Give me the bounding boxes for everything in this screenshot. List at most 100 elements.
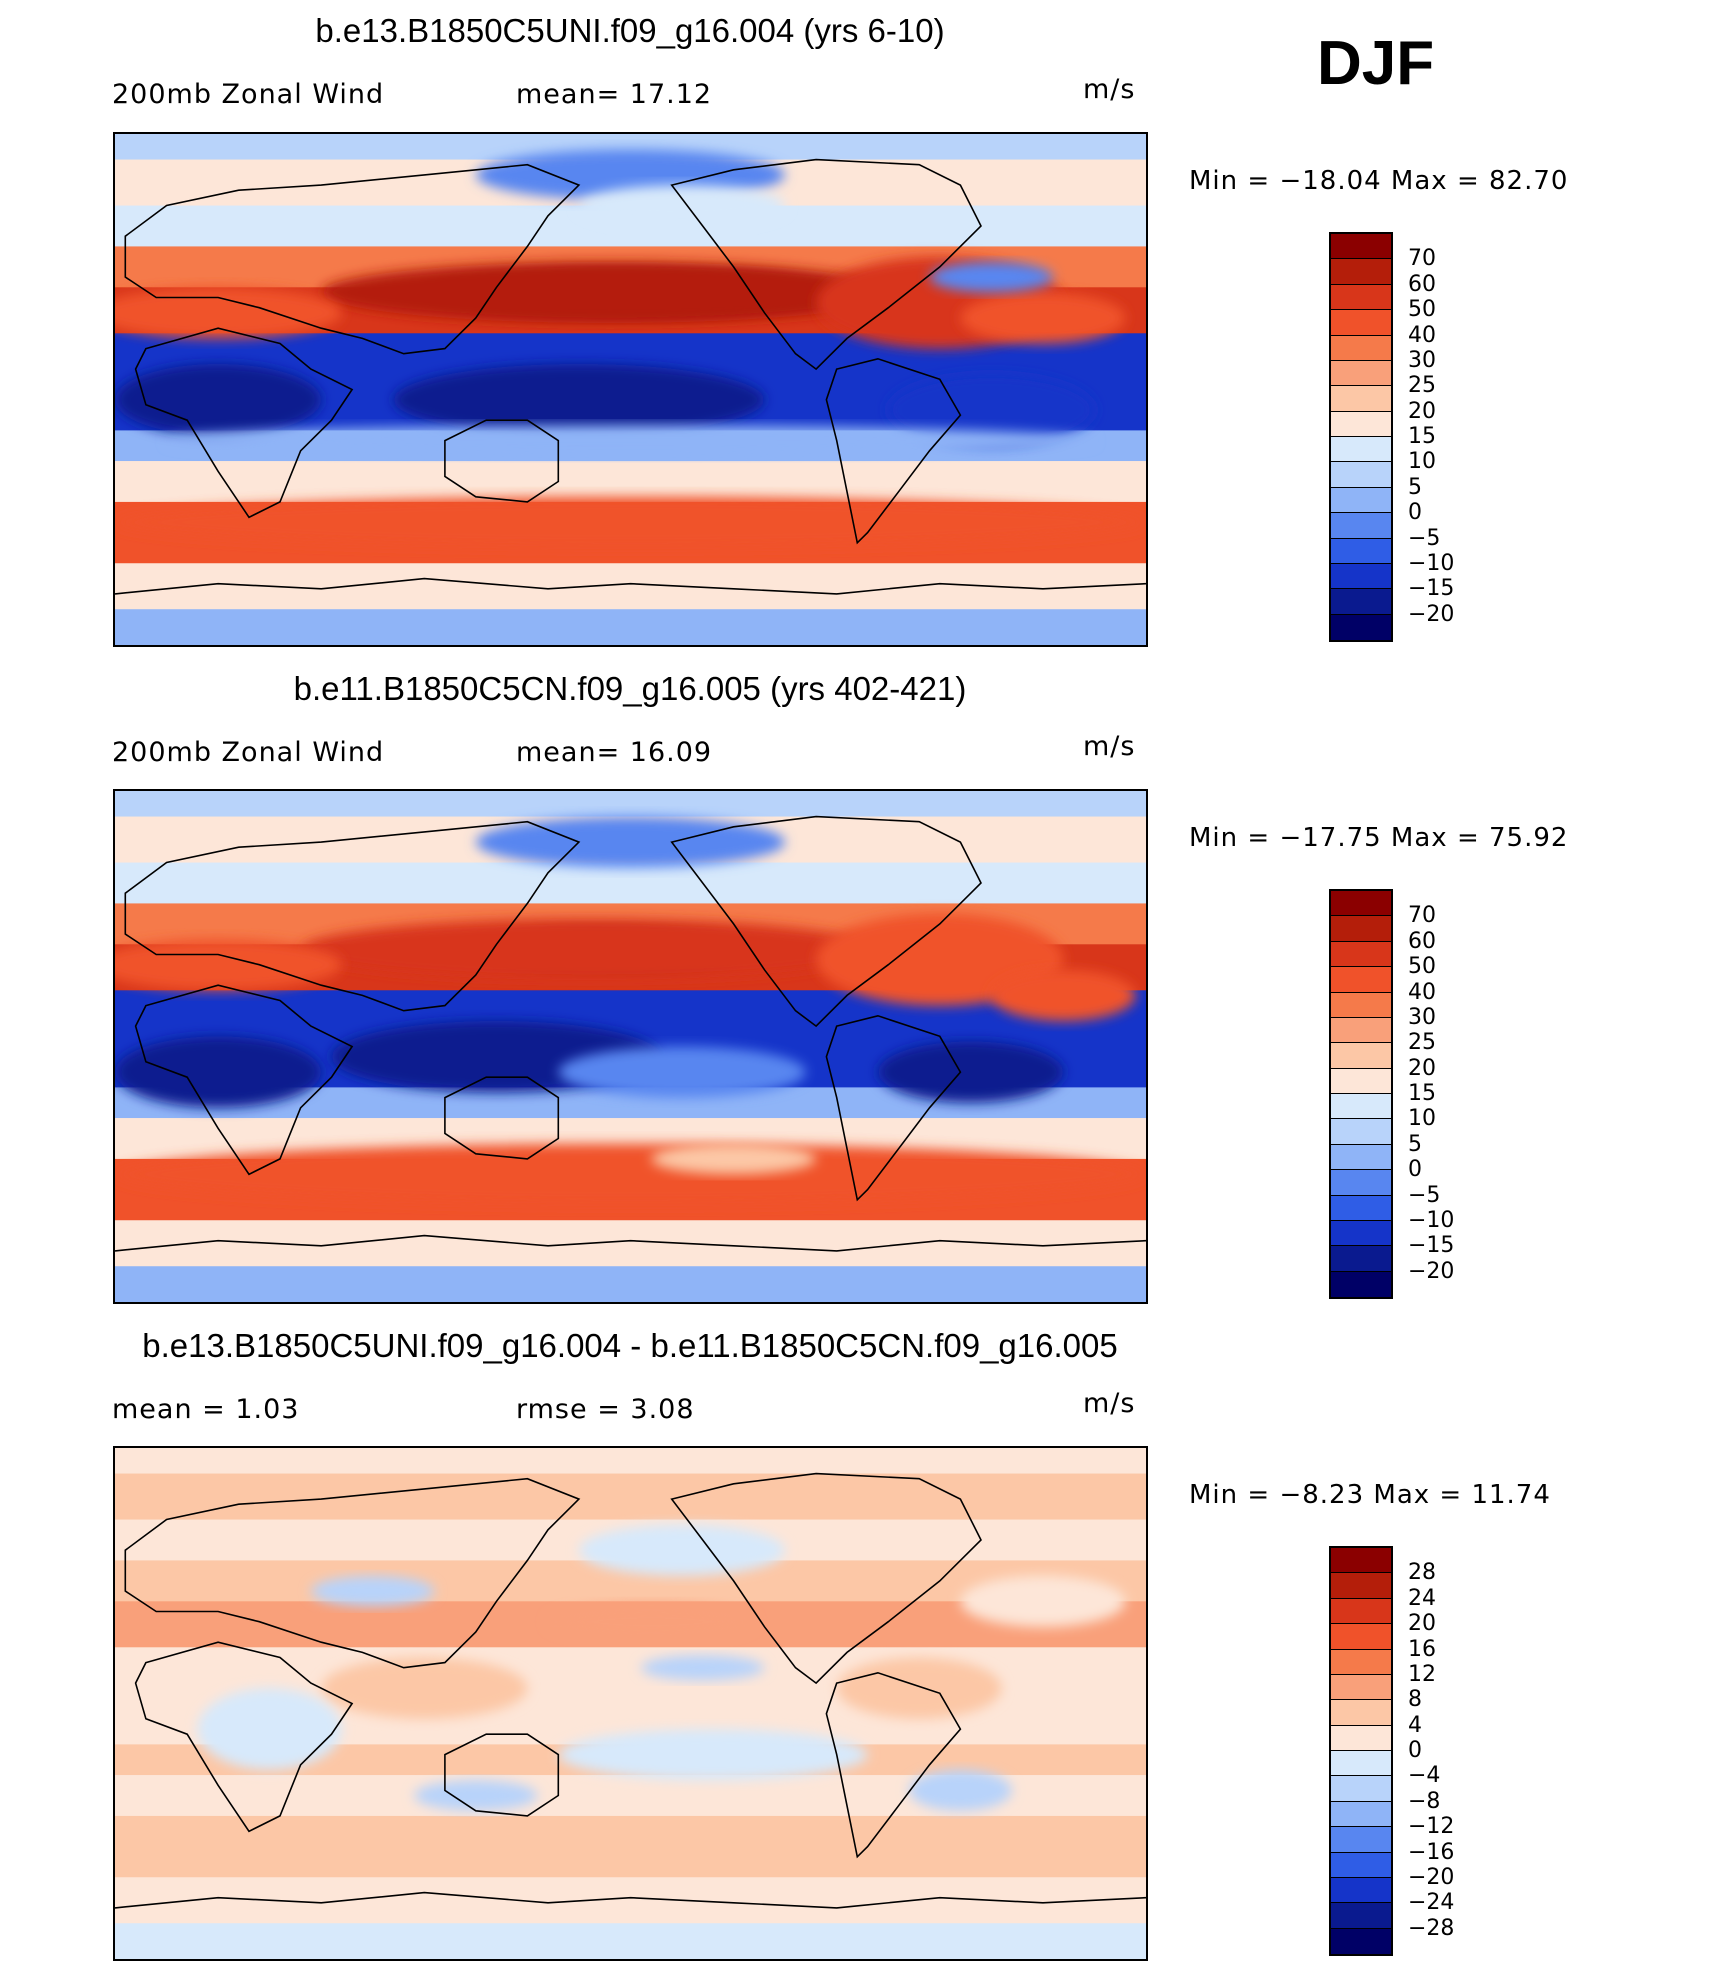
colorbar-swatch — [1331, 1877, 1391, 1904]
panel-2-mean-label: mean= 16.09 — [516, 737, 713, 768]
colorbar-swatch — [1331, 1119, 1391, 1145]
colorbar-tick-label: 5 — [1408, 1131, 1422, 1157]
colorbar-tick-label: −20 — [1408, 1864, 1455, 1890]
coastline — [134, 984, 354, 1176]
colorbar-tick-label: 30 — [1408, 1004, 1436, 1030]
colorbar-tick-label: 8 — [1408, 1687, 1422, 1713]
colorbar-tick-label: −8 — [1408, 1788, 1441, 1814]
colorbar-swatch — [1331, 1548, 1391, 1574]
coastlines — [115, 1472, 1146, 1909]
contour-region — [929, 261, 1054, 293]
panel-2-units: m/s — [1083, 731, 1136, 762]
colorbar-swatch — [1331, 411, 1391, 437]
colorbar-tick-label: −24 — [1408, 1890, 1455, 1916]
colorbar-swatch — [1331, 234, 1391, 260]
contour-region — [115, 363, 322, 436]
contour-fill — [115, 1448, 1146, 1959]
panel-3-map — [113, 1446, 1148, 1961]
panel-1-colorbar — [1329, 232, 1393, 642]
zonal-band — [115, 791, 1146, 818]
contour-region — [548, 1603, 755, 1640]
colorbar-tick-label: 25 — [1408, 1030, 1436, 1056]
coastline — [825, 357, 962, 545]
coastline — [124, 820, 581, 1012]
panel-2-map — [113, 789, 1148, 1304]
colorbar-swatch — [1331, 386, 1391, 412]
panel-1-map — [113, 132, 1148, 647]
panel-1-mean-label: mean= 17.12 — [516, 79, 713, 110]
coastlines — [115, 815, 1146, 1252]
colorbar-tick-label: 28 — [1408, 1560, 1436, 1586]
colorbar-swatch — [1331, 1903, 1391, 1929]
coastline — [670, 1472, 982, 1685]
colorbar-tick-label: 50 — [1408, 954, 1436, 980]
coastline — [444, 1076, 560, 1160]
colorbar-swatch — [1331, 563, 1391, 590]
contour-region — [888, 374, 1095, 446]
colorbar-tick-label: 60 — [1408, 271, 1436, 297]
colorbar-tick-label: −12 — [1408, 1814, 1455, 1840]
contour-fill — [115, 134, 1146, 645]
contour-region — [115, 287, 342, 339]
panel-3-minmax: Min = −8.23 Max = 11.74 — [1189, 1480, 1551, 1510]
colorbar-swatch — [1331, 1649, 1391, 1675]
contour-region — [960, 292, 1126, 344]
colorbar-swatch — [1331, 1144, 1391, 1171]
colorbar-tick-label: −15 — [1408, 1233, 1455, 1259]
contour-region — [651, 1143, 817, 1175]
contour-region — [115, 939, 342, 991]
contour-region — [321, 1657, 528, 1719]
colorbar-swatch — [1331, 1220, 1391, 1247]
zonal-band — [115, 1923, 1146, 1959]
colorbar-swatch — [1331, 1725, 1391, 1751]
colorbar-tick-label: 60 — [1408, 928, 1436, 954]
colorbar-swatch — [1331, 284, 1391, 311]
contour-region — [558, 1046, 806, 1098]
colorbar-swatch — [1331, 1928, 1391, 1954]
coastline — [670, 158, 982, 371]
contour-region — [413, 1780, 538, 1811]
colorbar-swatch — [1331, 462, 1391, 488]
colorbar-tick-label: 30 — [1408, 347, 1436, 373]
colorbar-tick-label: 20 — [1408, 1055, 1436, 1081]
contour-region — [836, 1657, 1002, 1719]
zonal-band — [115, 1266, 1146, 1302]
colorbar-swatch — [1331, 1043, 1391, 1069]
colorbar-swatch — [1331, 1700, 1391, 1726]
colorbar-tick-label: 10 — [1408, 449, 1436, 475]
colorbar-tick-label: 10 — [1408, 1106, 1436, 1132]
coastline — [115, 577, 1146, 595]
colorbar-tick-label: 20 — [1408, 1611, 1436, 1637]
colorbar-swatch — [1331, 1801, 1391, 1828]
coastline — [124, 163, 581, 355]
colorbar-swatch — [1331, 1776, 1391, 1802]
colorbar-tick-label: 20 — [1408, 398, 1436, 424]
colorbar-swatch — [1331, 1674, 1391, 1701]
zonal-band — [115, 1473, 1146, 1521]
colorbar-tick-label: −20 — [1408, 1258, 1455, 1284]
colorbar-swatch — [1331, 1017, 1391, 1044]
colorbar-swatch — [1331, 1094, 1391, 1120]
colorbar-swatch — [1331, 1271, 1391, 1297]
panel-2-contour-plot — [115, 791, 1146, 1302]
coastline — [670, 815, 982, 1028]
colorbar-swatch — [1331, 259, 1391, 285]
colorbar-tick-label: 25 — [1408, 373, 1436, 399]
colorbar-tick-label: 4 — [1408, 1712, 1422, 1738]
contour-region — [908, 1769, 1012, 1811]
colorbar-swatch — [1331, 614, 1391, 640]
colorbar-swatch — [1331, 310, 1391, 336]
zonal-band — [115, 609, 1146, 645]
colorbar-swatch — [1331, 360, 1391, 387]
contour-region — [558, 1729, 868, 1781]
colorbar-swatch — [1331, 891, 1391, 917]
colorbar-tick-label: 0 — [1408, 500, 1422, 526]
colorbar-swatch — [1331, 1195, 1391, 1221]
colorbar-tick-label: 0 — [1408, 1157, 1422, 1183]
colorbar-swatch — [1331, 437, 1391, 463]
coastline — [115, 1234, 1146, 1252]
contour-region — [640, 1654, 765, 1681]
colorbar-tick-label: 15 — [1408, 1081, 1436, 1106]
contour-region — [578, 1524, 786, 1576]
contour-region — [115, 1036, 322, 1108]
